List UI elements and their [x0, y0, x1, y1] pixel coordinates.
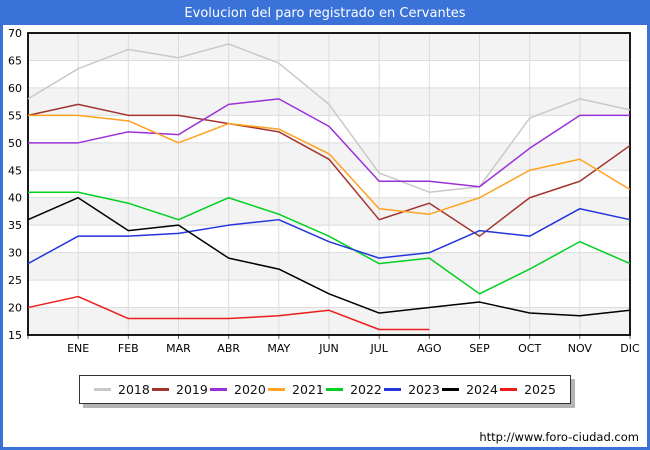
- series-line-2020: [28, 98, 630, 188]
- legend-swatch-2024: [442, 388, 460, 391]
- series-line-2022: [28, 191, 631, 295]
- legend-label-2023: 2023: [408, 382, 440, 397]
- footer-url: http://www.foro-ciudad.com: [479, 430, 639, 444]
- plot-border: [27, 32, 631, 336]
- chart-panel: ENE FEB MAR ABR MAY JUN JUL AGO SEP OCT NOV DIC 70 65…: [3, 25, 647, 447]
- legend-item-2018: 2018: [94, 382, 150, 397]
- series-line-2018: [27, 43, 631, 193]
- y-axis-label-25: 25: [8, 274, 22, 287]
- legend-swatch-2022: [326, 388, 344, 391]
- legend-swatch-2021: [268, 388, 286, 391]
- legend-item-2021: 2021: [268, 382, 324, 397]
- line-chart: ENE FEB MAR ABR MAY JUN JUL AGO SEP OCT NOV DIC 70 65…: [8, 27, 640, 355]
- x-axis-label-JUL: JUL: [369, 342, 388, 355]
- legend-swatch-2020: [210, 388, 228, 391]
- y-axis-label-45: 45: [8, 164, 22, 177]
- x-axis-label-FEB: FEB: [118, 342, 139, 355]
- x-axis-label-AGO: AGO: [417, 342, 442, 355]
- legend-label-2022: 2022: [350, 382, 382, 397]
- x-axis-label-OCT: OCT: [518, 342, 541, 355]
- y-axis-label-40: 40: [8, 192, 22, 205]
- y-axis-label-60: 60: [8, 82, 22, 95]
- legend-swatch-2018: [94, 388, 111, 391]
- legend-item-2025: 2025: [500, 382, 556, 397]
- y-axis-label-55: 55: [8, 109, 22, 122]
- x-axis-label-NOV: NOV: [568, 342, 593, 355]
- chart-title: Evolucion del paro registrado en Cervant…: [3, 3, 647, 25]
- legend-label-2025: 2025: [524, 382, 556, 397]
- legend-swatch-2023: [384, 388, 402, 391]
- x-axis-label-MAY: MAY: [267, 342, 290, 355]
- x-axis-label-JUN: JUN: [318, 342, 339, 355]
- series-line-2023: [27, 207, 631, 265]
- legend-item-2020: 2020: [210, 382, 266, 397]
- legend-label-2024: 2024: [466, 382, 498, 397]
- legend-swatch-2019: [152, 388, 170, 391]
- y-axis-label-70: 70: [8, 27, 22, 40]
- legend-item-2023: 2023: [384, 382, 440, 397]
- y-axis-label-20: 20: [8, 302, 22, 315]
- legend: 2018 2019 2020 2021 2022 2023 2024 2025: [79, 375, 571, 404]
- y-axis-label-65: 65: [8, 54, 22, 67]
- legend-item-2024: 2024: [442, 382, 498, 397]
- x-axis-label-MAR: MAR: [166, 342, 191, 355]
- y-axis-label-35: 35: [8, 219, 22, 232]
- series-line-2019: [27, 103, 631, 237]
- legend-label-2020: 2020: [234, 382, 266, 397]
- legend-label-2019: 2019: [176, 382, 208, 397]
- legend-label-2018: 2018: [118, 382, 150, 397]
- x-axis-label-SEP: SEP: [469, 342, 490, 355]
- legend-item-2019: 2019: [152, 382, 208, 397]
- y-axis-label-15: 15: [8, 329, 22, 342]
- x-axis-label-DIC: DIC: [620, 342, 640, 355]
- x-axis-label-ENE: ENE: [67, 342, 89, 355]
- legend-item-2022: 2022: [326, 382, 382, 397]
- x-axis-label-ABR: ABR: [217, 342, 240, 355]
- legend-label-2021: 2021: [292, 382, 324, 397]
- y-axis-label-30: 30: [8, 247, 22, 260]
- y-axis-label-50: 50: [8, 137, 22, 150]
- series-line-2021: [28, 114, 631, 215]
- series-line-2025: [27, 295, 430, 331]
- series-line-2024: [27, 196, 631, 317]
- legend-swatch-2025: [500, 388, 518, 391]
